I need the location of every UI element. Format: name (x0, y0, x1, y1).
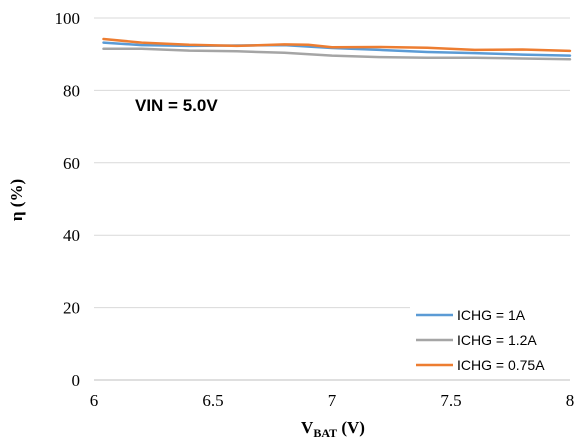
grid-lines (94, 17, 570, 309)
legend: ICHG = 1A ICHG = 1.2A ICHG = 0.75A (410, 300, 572, 376)
x-tick-label: 6 (90, 391, 99, 410)
legend-background (410, 300, 572, 376)
series-line-1 (102, 47, 572, 61)
legend-label-2: ICHG = 0.75A (457, 357, 545, 373)
legend-label-1: ICHG = 1.2A (457, 332, 537, 348)
y-axis-title: η (%) (7, 179, 26, 221)
vin-annotation: VIN = 5.0V (135, 96, 218, 115)
x-tick-label: 8 (566, 391, 575, 410)
x-tick-label: 7 (328, 391, 337, 410)
series-line-2 (102, 37, 572, 53)
x-tick-label: 7.5 (440, 391, 461, 410)
tick-labels: 0 20 40 60 80 100 6 6.5 7 7.5 8 (55, 9, 575, 410)
legend-label-0: ICHG = 1A (457, 307, 526, 323)
y-tick-label: 80 (63, 81, 80, 100)
y-tick-label: 20 (63, 299, 80, 318)
x-axis-title: VBAT (V) (301, 418, 365, 440)
y-tick-label: 0 (72, 371, 81, 390)
y-tick-label: 60 (63, 154, 80, 173)
x-tick-label: 6.5 (202, 391, 223, 410)
y-tick-label: 100 (55, 9, 81, 28)
y-tick-label: 40 (63, 226, 80, 245)
x-axis-title-subscript: BAT (313, 426, 337, 440)
x-axis-title-main: V (301, 418, 314, 437)
data-series (102, 37, 572, 61)
x-axis-title-unit: (V) (337, 418, 365, 437)
